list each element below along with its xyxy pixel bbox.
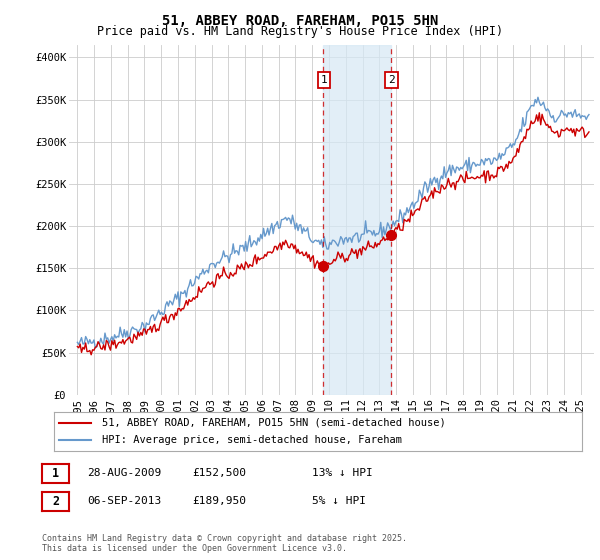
Text: 51, ABBEY ROAD, FAREHAM, PO15 5HN (semi-detached house): 51, ABBEY ROAD, FAREHAM, PO15 5HN (semi-…	[101, 418, 445, 428]
Text: 28-AUG-2009: 28-AUG-2009	[87, 468, 161, 478]
Text: Contains HM Land Registry data © Crown copyright and database right 2025.
This d: Contains HM Land Registry data © Crown c…	[42, 534, 407, 553]
Text: 1: 1	[320, 75, 328, 85]
Text: 1: 1	[52, 467, 59, 480]
Text: Price paid vs. HM Land Registry's House Price Index (HPI): Price paid vs. HM Land Registry's House …	[97, 25, 503, 38]
Text: £189,950: £189,950	[192, 496, 246, 506]
Text: 2: 2	[388, 75, 395, 85]
Text: 06-SEP-2013: 06-SEP-2013	[87, 496, 161, 506]
Text: 5% ↓ HPI: 5% ↓ HPI	[312, 496, 366, 506]
Text: 13% ↓ HPI: 13% ↓ HPI	[312, 468, 373, 478]
Text: £152,500: £152,500	[192, 468, 246, 478]
Bar	[323, 45, 391, 395]
Text: 51, ABBEY ROAD, FAREHAM, PO15 5HN: 51, ABBEY ROAD, FAREHAM, PO15 5HN	[162, 14, 438, 28]
Text: HPI: Average price, semi-detached house, Fareham: HPI: Average price, semi-detached house,…	[101, 435, 401, 445]
Text: 2: 2	[52, 495, 59, 508]
